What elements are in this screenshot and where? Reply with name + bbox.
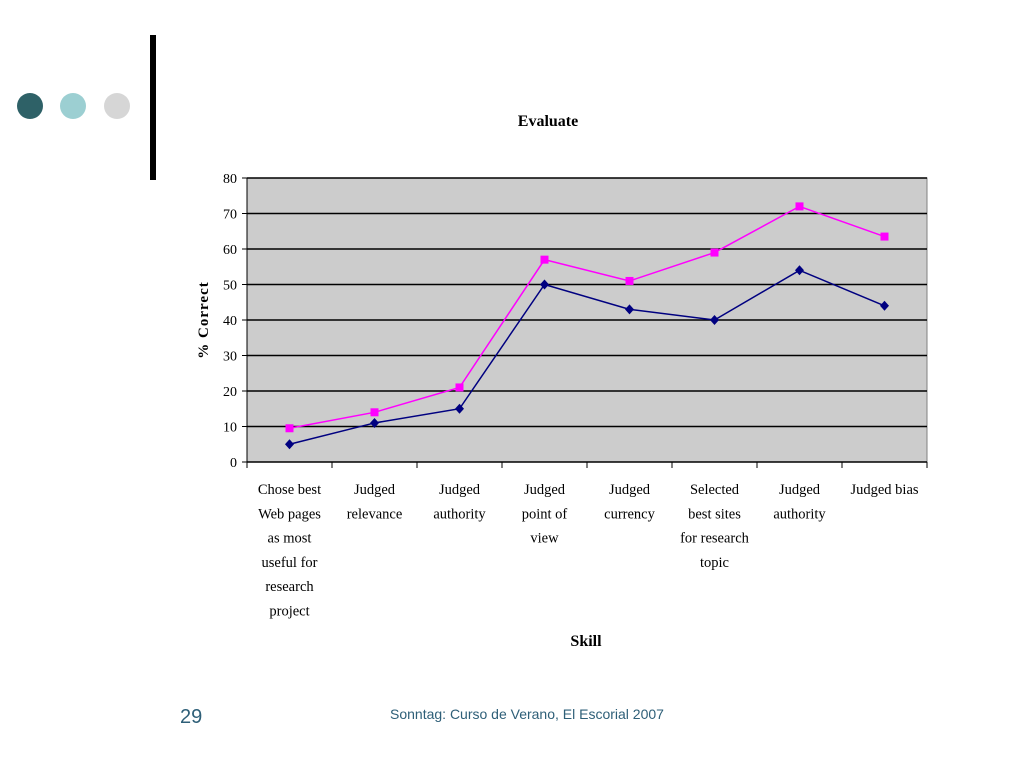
y-tick-label: 40: [223, 314, 237, 329]
y-tick-label: 70: [223, 208, 237, 223]
x-tick-label: Chose best Web pages as most useful for rese…: [258, 482, 321, 620]
y-tick-label: 0: [230, 456, 237, 471]
x-tick-label: Judged point of view: [522, 482, 568, 547]
x-tick-label: Judged currency: [604, 482, 655, 522]
series-2: [285, 202, 889, 433]
data-point-diamond: [625, 304, 634, 315]
series-line: [289, 269, 885, 445]
data-point-square: [625, 276, 634, 285]
x-tick-label: Judged bias: [850, 482, 918, 498]
plot-area: [246, 177, 928, 463]
page-number: 29: [180, 706, 203, 728]
y-tick-label: 10: [223, 421, 237, 436]
series-line: [289, 205, 885, 430]
y-tick-label: 30: [223, 350, 237, 365]
y-tick-label: 60: [223, 243, 237, 258]
y-tick-label: 80: [223, 172, 237, 187]
y-axis: 0 10 20 30 40 50 60 70 80: [223, 172, 248, 471]
series-1: [285, 265, 889, 450]
series-group: [285, 202, 889, 450]
data-point-diamond: [710, 315, 719, 325]
x-tick-label: Judged authority: [773, 482, 826, 522]
data-point-diamond: [795, 265, 804, 276]
data-point-square: [880, 232, 889, 241]
x-axis-label: Skill: [570, 633, 602, 650]
data-point-square: [540, 255, 549, 264]
chart-title: Evaluate: [518, 113, 578, 130]
decor-dot-gray: [104, 93, 130, 119]
data-point-square: [795, 202, 804, 211]
x-axis: Chose best Web pages as most useful for rese…: [246, 461, 928, 620]
data-point-diamond: [880, 300, 889, 311]
y-tick-label: 50: [223, 279, 237, 294]
data-point-square: [710, 248, 719, 257]
x-tick-label: Judged relevance: [347, 482, 403, 522]
data-point-square: [455, 383, 464, 392]
data-point-diamond: [370, 417, 379, 428]
data-point-diamond: [285, 439, 294, 450]
data-point-square: [370, 408, 379, 417]
x-tick-label: Selected best sites for research topic: [680, 482, 750, 571]
decor-dot-dark: [17, 93, 43, 119]
x-tick-label: Judged authority: [433, 482, 486, 522]
footer-caption: Sonntag: Curso de Verano, El Escorial 20…: [390, 706, 664, 722]
y-tick-label: 20: [223, 385, 237, 400]
data-point-diamond: [540, 279, 549, 290]
data-point-square: [285, 424, 294, 433]
data-point-diamond: [455, 403, 464, 414]
y-axis-label: % Correct: [196, 281, 212, 358]
decor-vertical-bar: [150, 35, 156, 180]
decor-dot-light: [60, 93, 86, 119]
